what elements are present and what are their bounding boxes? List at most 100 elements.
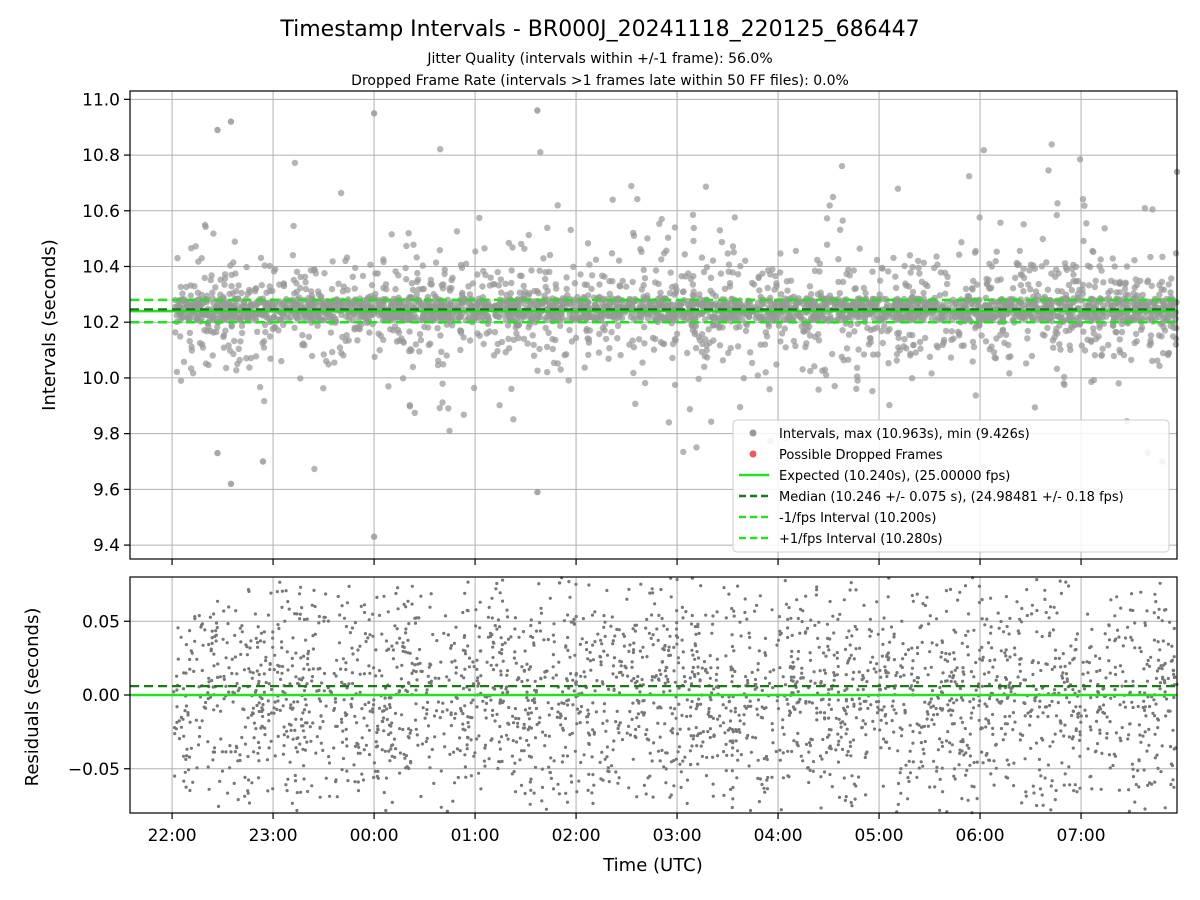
interval-point [518, 312, 525, 319]
residual-point [809, 679, 813, 683]
interval-point [1168, 275, 1175, 282]
interval-point [1154, 357, 1161, 364]
interval-point [563, 285, 570, 293]
residual-point [628, 733, 633, 737]
interval-point [233, 288, 240, 295]
residual-point [908, 723, 912, 727]
interval-point [581, 364, 588, 371]
residual-point [916, 651, 920, 656]
residual-point [243, 775, 247, 780]
residual-point [197, 614, 201, 618]
interval-point [873, 324, 881, 331]
residual-point [591, 643, 595, 647]
residual-point [467, 665, 472, 669]
residual-point [310, 679, 314, 683]
interval-point [354, 337, 361, 344]
residual-point [475, 705, 479, 709]
residual-point [668, 634, 672, 638]
residual-point [671, 727, 675, 731]
interval-point [1024, 335, 1031, 342]
residual-point [603, 620, 607, 624]
residual-point [602, 614, 606, 618]
interval-point [1144, 278, 1151, 286]
interval-point [836, 226, 844, 233]
interval-point [928, 370, 935, 377]
interval-point [387, 326, 394, 333]
residual-point [878, 688, 883, 692]
residual-point [715, 657, 719, 661]
residual-point [541, 730, 545, 734]
interval-point [862, 289, 869, 297]
residual-point [1153, 592, 1157, 596]
interval-point [705, 326, 712, 333]
interval-point [722, 301, 729, 309]
residual-point [414, 727, 418, 731]
residual-point [820, 757, 824, 761]
residual-point [390, 644, 394, 648]
residual-point [952, 701, 956, 705]
residual-point [801, 759, 805, 763]
residual-point [425, 708, 429, 712]
interval-point [407, 346, 414, 353]
residual-point [452, 781, 457, 785]
residual-point [599, 663, 603, 667]
residual-point [826, 644, 830, 649]
interval-point [329, 258, 336, 265]
interval-point [1122, 280, 1129, 288]
residual-point [243, 725, 247, 729]
interval-point [1005, 341, 1012, 349]
residual-point [799, 754, 803, 758]
residual-point [974, 661, 978, 665]
residual-point [500, 599, 505, 603]
residual-point [633, 681, 638, 685]
residual-point [374, 740, 378, 744]
interval-point [917, 345, 924, 352]
interval-point [747, 349, 754, 356]
residual-point [917, 766, 921, 770]
residual-point [1105, 731, 1109, 736]
interval-point [1172, 341, 1180, 348]
residual-point [233, 655, 237, 659]
interval-point [692, 344, 700, 352]
interval-point [187, 292, 194, 299]
interval-point-extreme [370, 110, 378, 117]
interval-point [180, 358, 188, 365]
interval-point [331, 359, 338, 366]
interval-point [1047, 314, 1055, 321]
residual-point [786, 702, 790, 706]
residual-point [520, 749, 524, 753]
interval-point [356, 325, 363, 333]
interval-point [845, 314, 852, 321]
interval-point [879, 314, 886, 322]
residual-point [977, 600, 982, 605]
residual-point [324, 592, 328, 596]
residual-point [1063, 687, 1067, 692]
residual-point [583, 675, 587, 679]
interval-point [635, 336, 643, 343]
interval-point [1147, 332, 1155, 339]
residual-point [505, 669, 510, 673]
residual-point [221, 637, 225, 641]
residual-point [376, 727, 380, 731]
residual-point [350, 646, 354, 650]
interval-point [299, 331, 306, 339]
interval-point [542, 269, 549, 276]
interval-point [1054, 312, 1062, 319]
interval-point [920, 311, 927, 319]
residual-point [1031, 659, 1035, 663]
interval-point [1105, 341, 1112, 349]
residual-point [551, 676, 555, 680]
interval-point [696, 337, 704, 344]
interval-point [1038, 263, 1046, 270]
interval-point [920, 259, 927, 266]
interval-point [1062, 264, 1070, 271]
residual-point [394, 747, 398, 751]
residual-point [1062, 734, 1066, 738]
interval-point [315, 291, 323, 298]
interval-point [406, 328, 413, 335]
residual-point [985, 617, 989, 621]
interval-point [320, 351, 327, 358]
residual-point [269, 591, 273, 595]
residual-point [948, 741, 952, 745]
interval-point [564, 292, 571, 299]
